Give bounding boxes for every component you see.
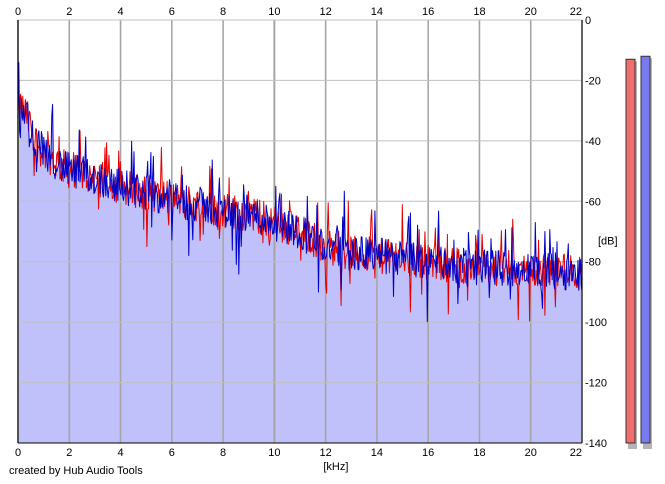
bottom-tick-label: 22: [570, 447, 582, 459]
y-tick-label: -20: [585, 75, 601, 87]
top-tick-label: 22: [570, 6, 582, 18]
bottom-tick-label: 14: [371, 447, 383, 459]
bottom-tick-label: 8: [220, 447, 226, 459]
top-tick-label: 18: [473, 6, 485, 18]
top-tick-label: 0: [15, 6, 21, 18]
top-tick-label: 20: [525, 6, 537, 18]
bottom-tick-label: 12: [320, 447, 332, 459]
y-axis-label: [dB]: [598, 236, 618, 248]
bottom-tick-label: 2: [66, 447, 72, 459]
bottom-tick-label: 10: [268, 447, 280, 459]
spectrum-fill-area: [18, 62, 582, 443]
level-meter-blue: [640, 55, 651, 444]
y-tick-label: -120: [585, 378, 607, 390]
credit-caption: created by Hub Audio Tools: [9, 465, 143, 477]
y-tick-label: -80: [585, 257, 601, 269]
series-line-blue: [17, 62, 583, 323]
y-tick-label: 0: [585, 15, 591, 27]
level-meter-red: [625, 58, 636, 444]
top-tick-label: 14: [371, 6, 383, 18]
top-tick-label: 12: [320, 6, 332, 18]
top-tick-label: 4: [117, 6, 123, 18]
top-tick-label: 8: [220, 6, 226, 18]
top-tick-label: 16: [422, 6, 434, 18]
bottom-tick-label: 0: [15, 447, 21, 459]
x-axis-label: [kHz]: [323, 461, 348, 473]
y-tick-label: -140: [585, 438, 607, 450]
bottom-tick-label: 18: [473, 447, 485, 459]
bottom-tick-label: 20: [525, 447, 537, 459]
bottom-tick-label: 6: [169, 447, 175, 459]
top-tick-label: 6: [169, 6, 175, 18]
top-tick-label: 2: [66, 6, 72, 18]
bottom-tick-label: 16: [422, 447, 434, 459]
bottom-tick-label: 4: [117, 447, 123, 459]
y-tick-label: -40: [585, 136, 601, 148]
y-tick-label: -100: [585, 317, 607, 329]
top-tick-label: 10: [268, 6, 280, 18]
y-tick-label: -60: [585, 196, 601, 208]
